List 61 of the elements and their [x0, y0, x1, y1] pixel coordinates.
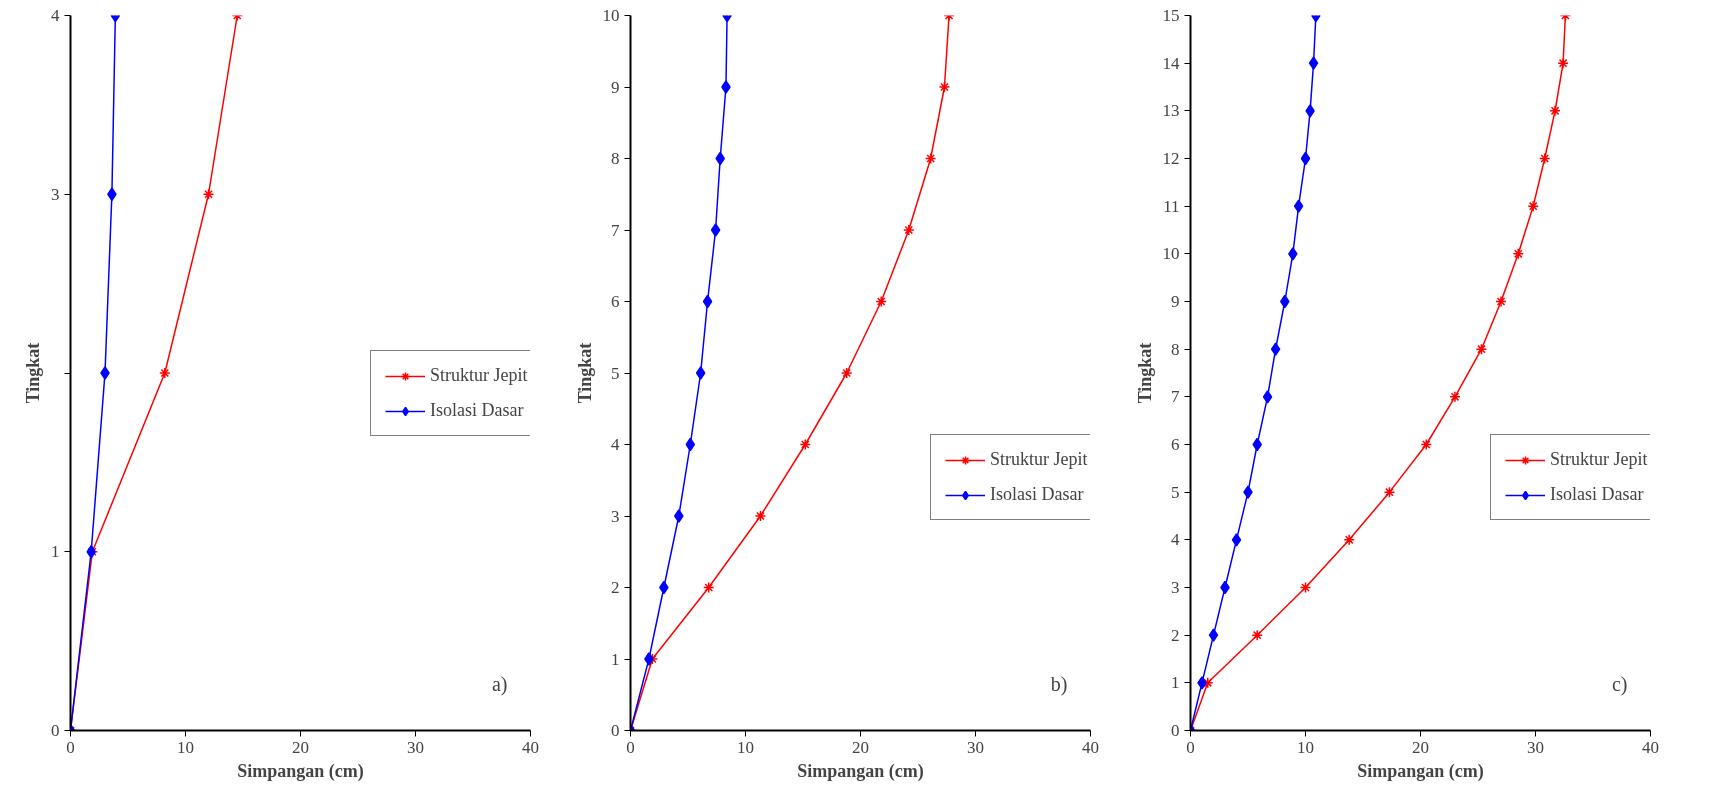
- legend-label: Struktur Jepit: [990, 449, 1088, 470]
- x-tick-label: 20: [292, 737, 309, 757]
- y-tick-label: 0: [1171, 721, 1180, 740]
- y-tick-label: 4: [51, 6, 60, 25]
- x-tick-label: 0: [66, 737, 75, 757]
- y-tick-label: 3: [51, 184, 60, 204]
- y-tick-label: 10: [602, 6, 620, 25]
- x-tick-label: 40: [1642, 737, 1659, 757]
- y-tick-label: 1: [611, 649, 620, 669]
- legend-label: Isolasi Dasar: [990, 484, 1084, 505]
- x-tick-label: 10: [737, 737, 754, 757]
- y-tick-label: 8: [1171, 339, 1180, 359]
- y-tick-label: 4: [611, 435, 620, 454]
- y-tick-label: 5: [1171, 482, 1180, 502]
- y-tick-label: 13: [1162, 101, 1180, 121]
- y-tick-label: 0: [611, 721, 620, 740]
- x-tick-label: 10: [177, 737, 194, 757]
- y-tick-label: 15: [1162, 6, 1180, 25]
- y-tick-label: 2: [1171, 625, 1180, 645]
- y-axis-title: Tingkat: [1134, 342, 1155, 404]
- y-tick-label: 5: [611, 363, 620, 383]
- y-tick-label: 14: [1162, 53, 1180, 73]
- x-tick-label: 40: [1082, 737, 1099, 757]
- y-axis-title: Tingkat: [23, 342, 43, 404]
- y-tick-label: 9: [1171, 292, 1180, 311]
- x-tick-label: 0: [626, 737, 635, 757]
- y-tick-label: 6: [611, 292, 620, 311]
- y-tick-label: 2: [611, 578, 620, 597]
- y-axis-title: Tingkat: [574, 342, 595, 404]
- y-tick-label: 1: [1171, 673, 1180, 693]
- annotation: c): [1611, 672, 1628, 696]
- x-tick-label: 0: [1186, 737, 1195, 757]
- annotation: b): [1050, 672, 1068, 696]
- x-tick-label: 20: [852, 737, 869, 757]
- x-tick-label: 10: [1297, 737, 1314, 757]
- legend-label: Isolasi Dasar: [430, 400, 524, 421]
- x-tick-label: 30: [967, 737, 984, 757]
- y-tick-label: 7: [1171, 387, 1180, 407]
- y-tick-label: 10: [1162, 244, 1180, 264]
- y-tick-label: 0: [51, 721, 60, 740]
- y-tick-label: 7: [611, 220, 620, 240]
- x-tick-label: 40: [522, 737, 539, 757]
- y-tick-label: 8: [611, 149, 620, 168]
- y-tick-label: 11: [1163, 196, 1180, 216]
- legend-label: Struktur Jepit: [1550, 449, 1648, 470]
- legend-label: Isolasi Dasar: [1550, 484, 1644, 505]
- annotation: a): [491, 672, 508, 696]
- y-tick-label: 12: [1162, 149, 1180, 168]
- y-tick-label: 6: [1171, 435, 1180, 454]
- y-tick-label: 1: [51, 542, 60, 562]
- x-axis-title: Simpangan (cm): [797, 760, 924, 782]
- y-tick-label: 9: [611, 77, 620, 97]
- y-tick-label: 3: [1171, 578, 1180, 597]
- x-tick-label: 20: [1412, 737, 1429, 757]
- x-axis-title: Simpangan (cm): [1357, 760, 1484, 782]
- y-tick-label: 4: [1171, 530, 1180, 550]
- legend-label: Struktur Jepit: [430, 365, 528, 386]
- y-tick-label: 3: [611, 506, 620, 526]
- x-tick-label: 30: [1527, 737, 1544, 757]
- x-axis-title: Simpangan (cm): [237, 760, 364, 782]
- x-tick-label: 30: [407, 737, 424, 757]
